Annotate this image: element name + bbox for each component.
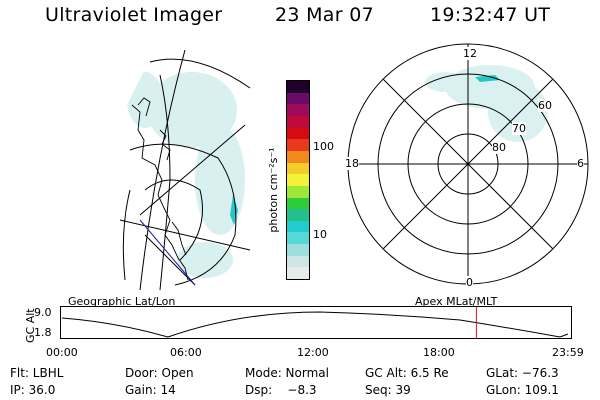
altitude-xtick-0600: 06:00 xyxy=(170,346,202,359)
altitude-xtick-1800: 18:00 xyxy=(423,346,455,359)
apex-label: Apex MLat/MLT xyxy=(415,295,498,308)
altitude-xtick-0000: 00:00 xyxy=(46,346,78,359)
altitude-ytick-bottom: 1.8 xyxy=(34,326,52,339)
coastline xyxy=(131,97,189,281)
colorbar xyxy=(286,80,310,280)
colorbar-segment xyxy=(287,185,309,198)
colorbar-segment xyxy=(287,127,309,140)
time-label: 19:32:47 UT xyxy=(430,4,551,26)
mlt-label-6: 6 xyxy=(577,157,584,170)
info-ip: IP: 36.0 xyxy=(10,383,56,397)
mlt-label-18: 18 xyxy=(345,157,359,170)
polar-plot xyxy=(347,43,589,285)
info-glon: GLon: 109.1 xyxy=(486,383,559,397)
mlt-label-12: 12 xyxy=(463,47,477,60)
polar-grid xyxy=(347,43,589,285)
colorbar-segment xyxy=(287,267,309,279)
info-glat: GLat: −76.3 xyxy=(486,366,559,380)
altitude-ytick-top: 9.0 xyxy=(34,306,52,319)
info-seq: Seq: 39 xyxy=(365,383,411,397)
altitude-plot-frame xyxy=(60,306,572,339)
altitude-xtick-1200: 12:00 xyxy=(297,346,329,359)
colorbar-segment xyxy=(287,209,309,221)
colorbar-segment xyxy=(287,220,309,233)
info-gain: Gain: 14 xyxy=(125,383,176,397)
altitude-curve xyxy=(61,311,569,338)
geographic-map xyxy=(119,49,251,291)
info-filter: Flt: LBHL xyxy=(10,366,64,380)
date-label: 23 Mar 07 xyxy=(275,4,374,26)
altitude-xtick-2359: 23:59 xyxy=(552,346,584,359)
colorbar-tick-10: 10 xyxy=(313,228,327,241)
mlt-label-0: 0 xyxy=(466,276,473,289)
colorbar-segment xyxy=(287,244,309,256)
colorbar-segment xyxy=(287,232,309,245)
polar-aurora-bright xyxy=(475,75,500,82)
colorbar-segment xyxy=(287,139,309,151)
info-door: Door: Open xyxy=(125,366,194,380)
info-mode: Mode: Normal xyxy=(245,366,329,380)
colorbar-tick-100: 100 xyxy=(313,140,334,153)
instrument-title: Ultraviolet Imager xyxy=(45,4,223,26)
mlat-label-60: 60 xyxy=(538,99,552,112)
geographic-label: Geographic Lat/Lon xyxy=(68,295,176,308)
altitude-plot xyxy=(60,306,572,339)
colorbar-segment xyxy=(287,92,309,105)
colorbar-segment xyxy=(287,174,309,186)
info-gc-alt: GC Alt: 6.5 Re xyxy=(365,366,449,380)
terminator-line xyxy=(139,219,196,286)
colorbar-unit-label: photon cm⁻²s⁻¹ xyxy=(267,147,280,233)
info-dsp: Dsp: −8.3 xyxy=(245,383,317,397)
mlat-label-80: 80 xyxy=(492,141,506,154)
colorbar-segment xyxy=(287,81,309,93)
colorbar-segment xyxy=(287,162,309,175)
colorbar-segment xyxy=(287,104,309,117)
colorbar-segment xyxy=(287,197,309,210)
colorbar-segment xyxy=(287,150,309,163)
mlat-label-70: 70 xyxy=(512,122,526,135)
colorbar-segment xyxy=(287,116,309,128)
colorbar-segment xyxy=(287,255,309,268)
